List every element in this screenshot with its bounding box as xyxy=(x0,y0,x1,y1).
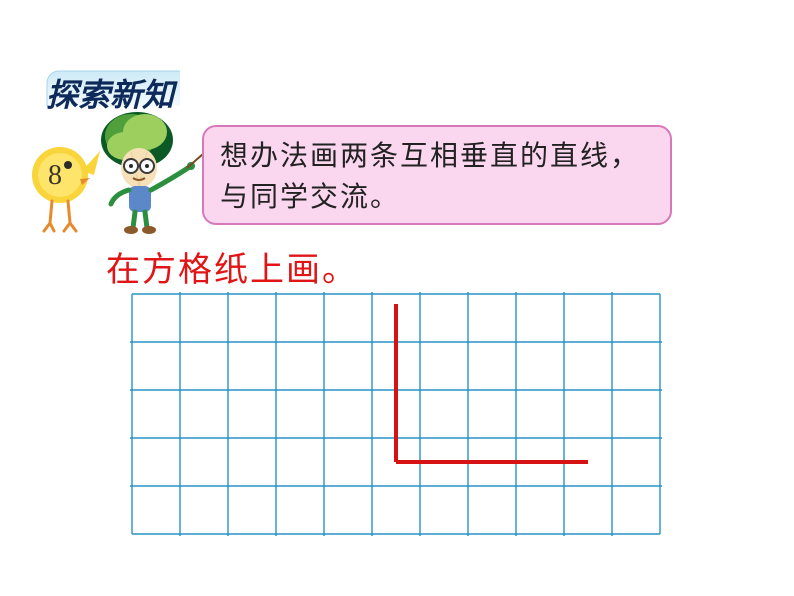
speech-bubble: 想办法画两条互相垂直的直线， 与同学交流。 xyxy=(202,125,672,225)
problem-number: 8 xyxy=(48,160,62,192)
speech-line-1: 想办法画两条互相垂直的直线， xyxy=(220,137,654,178)
grid-paper xyxy=(130,292,662,536)
cabbage-teacher-illustration xyxy=(95,108,205,238)
chick-illustration xyxy=(30,145,100,235)
speech-line-2: 与同学交流。 xyxy=(220,178,654,219)
grid-caption: 在方格纸上画。 xyxy=(106,242,358,291)
